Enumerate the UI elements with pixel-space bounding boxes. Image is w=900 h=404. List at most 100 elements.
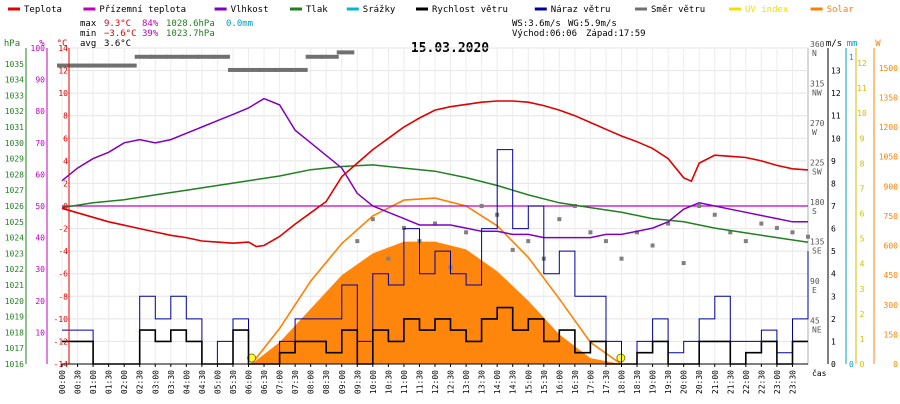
- axis-tick-direction-label: S: [812, 207, 817, 216]
- axis-tick-degc: 0: [63, 202, 68, 211]
- wind-direction-mark: [57, 63, 75, 68]
- axis-tick-wm2: 150: [884, 330, 899, 339]
- axis-tick-x: 14:30: [509, 370, 518, 394]
- stat-rain: 0.0mm: [226, 19, 253, 29]
- axis-tick-degc: -12: [54, 337, 69, 346]
- wind-direction-mark: [119, 63, 137, 68]
- axis-tick-x: 07:30: [291, 370, 300, 394]
- axis-tick-x: 02:00: [120, 370, 129, 394]
- wind-direction-mark: [290, 67, 308, 72]
- axis-tick-ms: 7: [831, 202, 836, 211]
- axis-tick-uv: 10: [857, 109, 867, 118]
- axis-tick-x: 06:00: [245, 370, 254, 394]
- axis-tick-pct: 20: [35, 297, 45, 306]
- data-layer: [57, 50, 810, 365]
- axis-tick-ms: 11: [831, 112, 841, 121]
- axis-tick-ms: 2: [831, 315, 836, 324]
- axis-tick-pct: 30: [35, 265, 45, 274]
- axis-tick-x: 08:00: [307, 370, 316, 394]
- legend-label: Rychlost větru: [432, 5, 508, 15]
- wind-direction-mark: [134, 54, 153, 59]
- axis-tick-direction-deg: 180: [810, 198, 825, 207]
- axis-tick-x: 20:30: [695, 370, 704, 394]
- axis-tick-x: 23:30: [788, 370, 797, 394]
- axis-tick-x: 06:30: [260, 370, 269, 394]
- axis-tick-pct: 100: [31, 44, 46, 53]
- wind-direction-mark: [212, 54, 230, 59]
- axis-tick-uv: 5: [860, 235, 865, 244]
- axis-tick-wm2: 0: [893, 360, 898, 369]
- axis-tick-degc: -10: [54, 315, 69, 324]
- axis-tick-x: 03:00: [151, 370, 160, 394]
- axis-tick-hpa: 1035: [5, 60, 24, 69]
- stat-label: min: [80, 29, 96, 39]
- legend-label: Směr větru: [651, 5, 705, 15]
- series-temperature-line: [61, 100, 809, 248]
- sunrise-marker: [247, 353, 257, 363]
- series-humidity-line: [61, 97, 808, 239]
- legend-label: UV index: [745, 5, 789, 15]
- axis-tick-degc: 4: [63, 157, 68, 166]
- axis-tick-wm2: 1500: [879, 64, 898, 73]
- axis-tick-uv: 7: [860, 184, 865, 193]
- axis-tick-pct: 60: [35, 170, 45, 179]
- wind-direction-point: [697, 204, 702, 208]
- axis-title-pct: %: [39, 39, 45, 49]
- axis-tick-x: 09:00: [338, 370, 347, 394]
- axis-tick-direction-label: NW: [812, 89, 822, 98]
- axis-tick-hpa: 1016: [5, 360, 24, 369]
- axis-tick-direction-label: SE: [812, 247, 822, 256]
- axis-tick-x: 02:30: [136, 370, 145, 394]
- axis-tick-uv: 12: [857, 59, 867, 68]
- axis-tick-direction-deg: 45: [810, 317, 820, 326]
- axis-tick-x: 11:00: [400, 370, 409, 394]
- axis-tick-uv: 0: [860, 360, 865, 369]
- axis-tick-uv: 2: [860, 310, 865, 319]
- axis-tick-x: 07:00: [276, 370, 285, 394]
- axis-tick-x: 19:30: [664, 370, 673, 394]
- wind-direction-point: [759, 221, 764, 226]
- axis-tick-uv: 9: [860, 134, 865, 143]
- axis-tick-hpa: 1031: [5, 123, 24, 132]
- axis-tick-pct: 50: [35, 202, 45, 211]
- axis-tick-x: 01:30: [105, 370, 114, 394]
- wind-direction-point: [603, 239, 608, 244]
- axis-tick-ms: 5: [831, 247, 836, 256]
- stat-humidity: 84%: [142, 19, 159, 29]
- axis-tick-uv: 4: [860, 260, 865, 269]
- axis-tick-hpa: 1025: [5, 218, 24, 227]
- wind-direction-point: [650, 243, 655, 248]
- axis-tick-x: 22:30: [757, 370, 766, 394]
- axis-tick-degc: 8: [63, 112, 68, 121]
- series-pressure-line: [61, 164, 809, 244]
- axis-title-mm: mm: [847, 39, 858, 49]
- wind-direction-point: [806, 234, 810, 239]
- wind-direction-mark: [305, 54, 324, 59]
- axis-tick-x: 21:00: [711, 370, 720, 394]
- axis-tick-degc: 10: [58, 89, 68, 98]
- axis-tick-hpa: 1028: [5, 170, 24, 179]
- wind-direction-point: [355, 239, 360, 244]
- wind-direction-point: [433, 221, 437, 226]
- axis-tick-pct: 10: [35, 328, 45, 337]
- axis-tick-x: 13:30: [478, 370, 487, 394]
- axis-tick-x: 20:00: [680, 370, 689, 394]
- axis-tick-direction-label: E: [812, 286, 817, 295]
- legend-label: Přízemní teplota: [99, 5, 186, 15]
- axis-tick-ms: 10: [831, 134, 841, 143]
- wind-direction-point: [401, 225, 406, 230]
- text-layer: Teplota Přízemní teplota Vlhkost Tlak Srážky…: [8, 5, 854, 49]
- sunset-time: Západ:17:59: [586, 29, 646, 39]
- axis-tick-x: 08:30: [322, 370, 331, 394]
- axis-tick-degc: -6: [58, 270, 68, 279]
- axis-tick-x: 22:00: [742, 370, 751, 394]
- axis-tick-hpa: 1034: [5, 76, 24, 85]
- axis-tick-ms: 1: [831, 337, 836, 346]
- axis-tick-x: 01:00: [89, 370, 98, 394]
- axis-tick-ms: 9: [831, 157, 836, 166]
- sunrise-time: Východ:06:06: [512, 29, 577, 39]
- wind-direction-mark: [150, 54, 168, 59]
- wind-direction-point: [728, 230, 733, 235]
- axis-tick-x: 15:00: [524, 370, 533, 394]
- axis-tick-ms: 12: [831, 89, 841, 98]
